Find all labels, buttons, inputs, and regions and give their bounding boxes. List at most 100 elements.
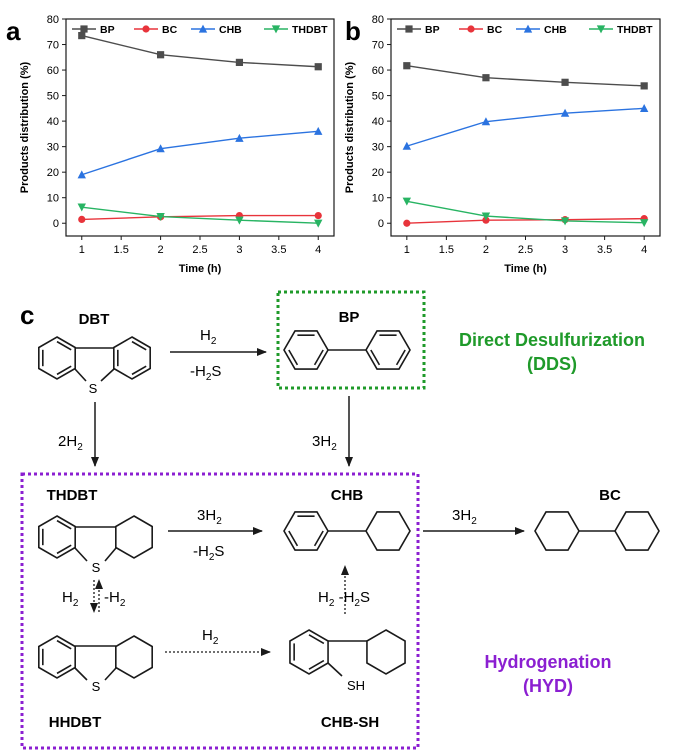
- y-tick-label: 0: [378, 218, 384, 230]
- x-tick-label: 4: [315, 244, 321, 256]
- hyd-title: Hydrogenation: [484, 652, 611, 672]
- legend-item-bp: BP: [397, 24, 440, 36]
- series-line-thdbt: [406, 200, 645, 224]
- cond-thdbt-3h2: 3H2: [197, 507, 222, 527]
- dds-abbr: (DDS): [527, 354, 577, 374]
- x-tick-label: 4: [641, 244, 647, 256]
- hhdbt-ring-aromatic: [38, 635, 76, 679]
- chbsh-ring-aromatic: [289, 629, 329, 675]
- y-axis-label: Products distribution (%): [19, 61, 31, 193]
- legend-marker: [80, 25, 88, 33]
- y-tick-label: 80: [47, 14, 59, 26]
- molecule-structures: [38, 330, 660, 681]
- label-chb: CHB: [331, 487, 364, 504]
- y-tick-label: 70: [372, 40, 384, 52]
- chbsh-ring-aromatic-double-bond: [308, 634, 325, 645]
- x-tick-label: 2: [483, 244, 489, 256]
- legend-item-bc: BC: [459, 24, 503, 36]
- chb-ring-aromatic-double-bond: [313, 530, 324, 547]
- hyd-pathway-box: [20, 472, 420, 750]
- data-point-bp: [403, 62, 411, 70]
- data-point-chb: [639, 103, 649, 112]
- data-point-bc: [403, 219, 411, 227]
- series-line-bp: [406, 65, 645, 87]
- thdbt-ring-aromatic-double-bond: [56, 544, 72, 555]
- data-point-thdbt: [560, 217, 570, 226]
- x-tick-label: 1.5: [439, 244, 454, 256]
- data-point-bp: [78, 31, 86, 40]
- chart-panel-a: 0 10 20 30 40 50 60 70 80 1 1.5 2 2.5 3 3.5 4 Time (h) Pr…: [19, 14, 335, 275]
- dbt-ring-left-double-bond: [56, 340, 72, 351]
- legend-label: BP: [425, 24, 440, 36]
- data-point-thdbt: [402, 197, 412, 206]
- plot-frame: [65, 18, 335, 237]
- atom-sh: SH: [347, 678, 365, 693]
- hyd-abbr: (HYD): [523, 676, 573, 696]
- y-tick-label: 50: [372, 91, 384, 103]
- data-point-chb: [402, 141, 412, 150]
- panel-label-a: a: [6, 16, 21, 46]
- legend-item-thdbt: THDBT: [589, 24, 653, 36]
- chb-ring-aromatic-double-bond: [288, 530, 299, 547]
- legend-item-bp: BP: [72, 24, 115, 36]
- x-tick-label: 2.5: [518, 244, 533, 256]
- x-axis-label: Time (h): [504, 263, 547, 275]
- data-point-bc: [314, 211, 322, 220]
- dbt-ring-left-double-bond: [56, 365, 72, 376]
- x-axis-label: Time (h): [179, 263, 222, 275]
- label-dbt: DBT: [79, 311, 110, 328]
- y-tick-label: 0: [53, 218, 59, 230]
- data-point-chb: [481, 117, 491, 126]
- data-point-bp: [640, 82, 648, 90]
- legend-item-chb: CHB: [516, 24, 567, 36]
- data-point-thdbt: [639, 219, 649, 228]
- y-tick-label: 60: [372, 65, 384, 77]
- series-thdbt: [77, 203, 323, 228]
- y-tick-label: 30: [47, 142, 59, 154]
- x-tick-label: 3.5: [271, 244, 286, 256]
- cond-chbsh-h2: H2 -H2S: [318, 589, 370, 609]
- data-point-chb: [560, 108, 570, 117]
- hhdbt-c-s-bond: [74, 667, 88, 681]
- cond-dds-h2: H2: [200, 327, 217, 347]
- series-line-bc: [81, 214, 319, 221]
- chb-ring-aromatic: [283, 511, 329, 551]
- data-point-chb: [235, 133, 244, 142]
- y-tick-label: 10: [372, 193, 384, 205]
- chbsh-ring-cyclohexyl: [366, 629, 406, 675]
- label-bp: BP: [339, 309, 360, 326]
- thdbt-c-s-bond: [74, 547, 88, 562]
- dbt-ring-right: [113, 336, 151, 380]
- label-chb-sh: CHB-SH: [321, 714, 379, 731]
- thdbt-ring-aromatic-double-bond: [56, 519, 72, 530]
- data-point-bp: [561, 78, 569, 86]
- y-tick-label: 20: [372, 167, 384, 179]
- y-tick-label: 50: [47, 91, 59, 103]
- label-hhdbt: HHDBT: [49, 714, 102, 731]
- legend-marker: [405, 25, 413, 33]
- data-point-bc: [78, 215, 86, 224]
- chbsh-c-sh-bond: [327, 662, 343, 677]
- bp-ring-left-double-bond: [288, 349, 299, 366]
- atom-s-thdbt: S: [92, 560, 101, 575]
- hhdbt-ring-saturated: [115, 635, 153, 679]
- y-tick-label: 60: [47, 65, 59, 77]
- dbt-ring-right-double-bond: [131, 340, 147, 351]
- y-axis-label: Products distribution (%): [344, 61, 356, 193]
- panel-label-c: c: [20, 300, 34, 330]
- dbt-ring-right-double-bond: [131, 365, 147, 376]
- bp-ring-left-double-bond: [313, 349, 324, 366]
- cond-bp-3h2: 3H2: [312, 433, 337, 453]
- legend-item-thdbt: THDBT: [264, 24, 328, 36]
- legend-label: BP: [100, 24, 115, 36]
- legend-marker: [467, 25, 475, 33]
- data-point-thdbt: [156, 212, 165, 221]
- bc-ring-left: [534, 511, 580, 551]
- data-point-chb: [77, 170, 86, 179]
- x-tick-label: 1: [404, 244, 410, 256]
- dds-title: Direct Desulfurization: [459, 330, 645, 350]
- thdbt-c-s-bond: [104, 547, 117, 562]
- cond-hhdbt-h2: H2: [62, 589, 79, 609]
- data-point-bp: [314, 63, 322, 71]
